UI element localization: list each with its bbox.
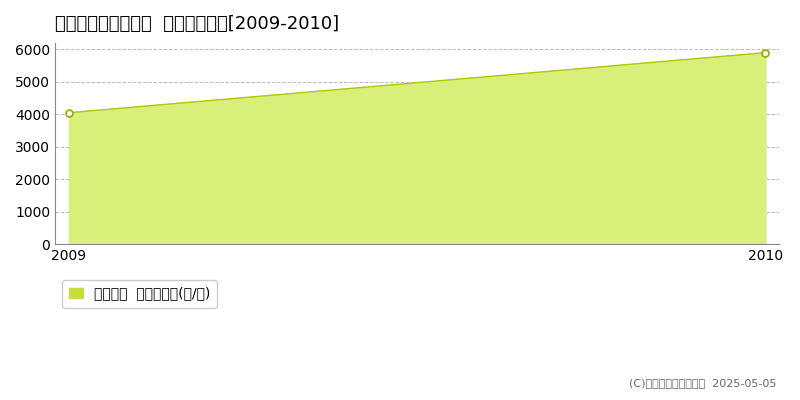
Text: (C)土地価格ドットコム  2025-05-05: (C)土地価格ドットコム 2025-05-05 bbox=[629, 378, 776, 388]
Legend: 農地価格  平均坪単価(円/坪): 農地価格 平均坪単価(円/坪) bbox=[62, 280, 217, 308]
Text: 知多郡南知多町豊丘  農地価格推移[2009-2010]: 知多郡南知多町豊丘 農地価格推移[2009-2010] bbox=[55, 15, 339, 33]
